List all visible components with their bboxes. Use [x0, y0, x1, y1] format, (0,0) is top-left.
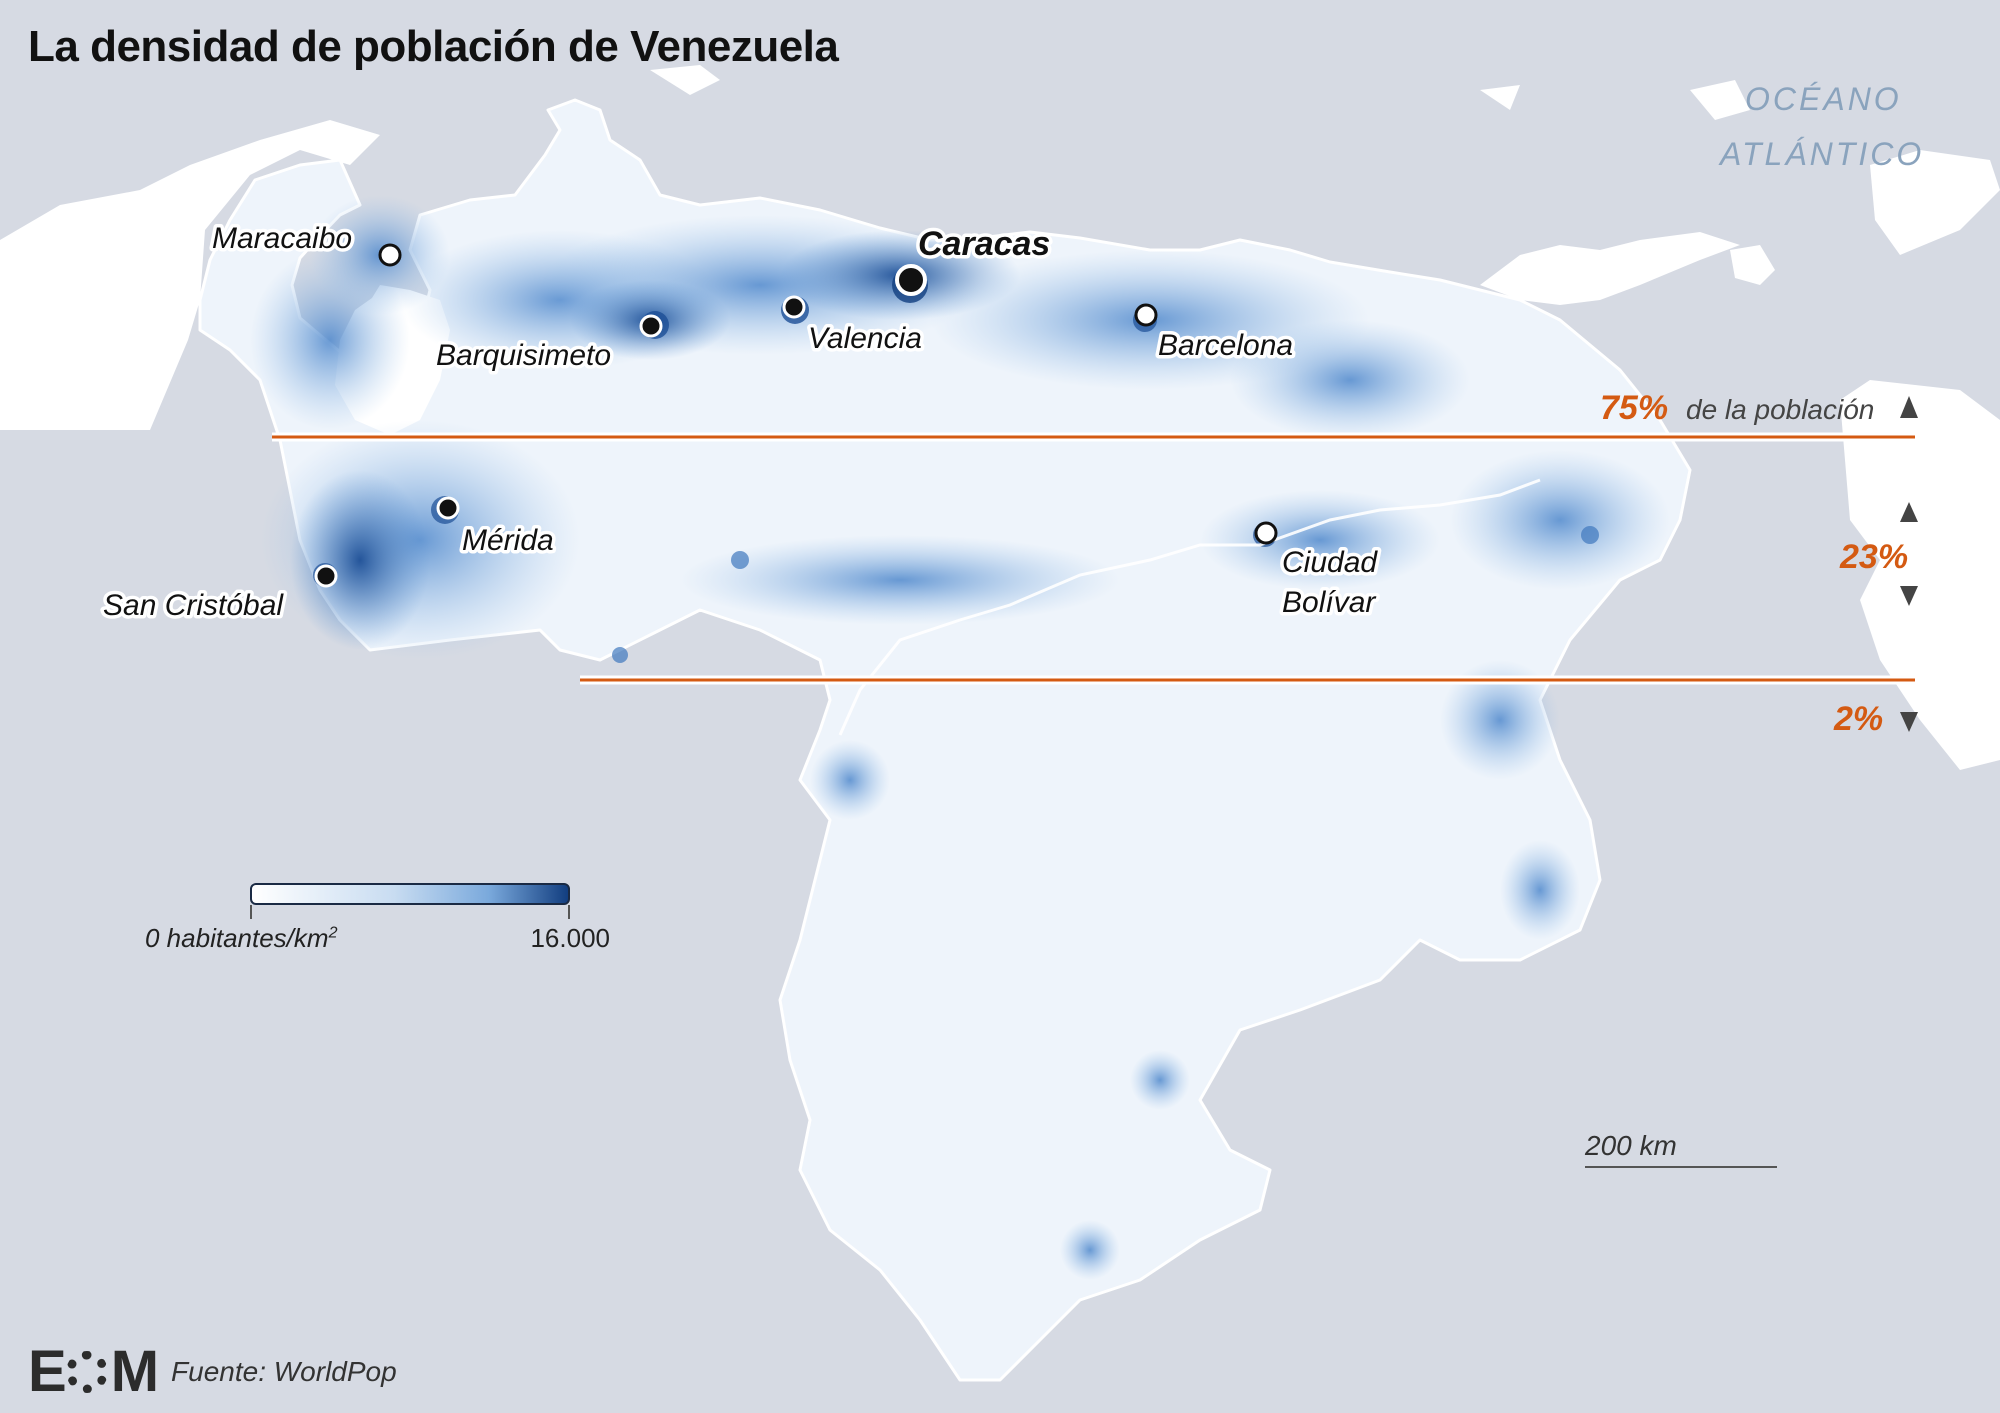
city-label-valencia: Valencia — [808, 322, 922, 355]
city-dot-barcelona — [1134, 303, 1158, 327]
city-label-caracas: Caracas — [918, 225, 1050, 263]
city-dot-maracaibo — [378, 243, 402, 267]
legend-ticks — [250, 905, 570, 921]
city-label-ciudad: Ciudad — [1282, 546, 1378, 579]
orinoco-river — [838, 478, 1541, 736]
arrow-down-icon — [1900, 712, 1918, 732]
band-north-note: de la población — [1686, 394, 1874, 425]
city-label-barquisimeto: Barquisimeto — [436, 339, 611, 372]
scale-label: 200 km — [1585, 1130, 1677, 1161]
scale-bar: 200 km — [1585, 1130, 1777, 1168]
city-label-san-cristobal: San Cristóbal — [103, 589, 284, 622]
city-markers: Caracas Maracaibo Barquisimeto Valencia … — [100, 219, 1382, 626]
city-dot-ciudad-bolivar — [1254, 521, 1278, 545]
ocean-label-line2: ATLÁNTICO — [1718, 136, 1924, 172]
city-dot-san-cristobal — [314, 564, 338, 588]
city-dot-barquisimeto — [639, 314, 663, 338]
page-title: La densidad de población de Venezuela — [28, 22, 839, 71]
city-label-merida: Mérida — [462, 524, 554, 557]
band-north-pct: 75% — [1600, 389, 1668, 427]
city-dot-merida — [436, 496, 460, 520]
population-bands: 75% de la población 23% 2% — [272, 389, 1918, 738]
density-legend: 0 habitantes/km2 16.000 — [145, 883, 610, 955]
legend-min-sup: 2 — [328, 924, 338, 942]
arrow-up-icon — [1900, 502, 1918, 522]
logo-circle-icon — [65, 1350, 108, 1393]
city-label-maracaibo: Maracaibo — [212, 222, 352, 255]
scale-line — [1585, 1166, 1777, 1168]
legend-min-label: 0 habitantes/km2 — [145, 923, 338, 953]
band-middle-pct: 23% — [1839, 538, 1908, 576]
city-label-bolivar: Bolívar — [1282, 586, 1376, 619]
neighbor-land — [0, 65, 2000, 770]
city-label-barcelona: Barcelona — [1158, 329, 1293, 362]
city-dot-valencia — [782, 295, 806, 319]
legend-max-label: 16.000 — [530, 923, 610, 953]
source-credit: Fuente: WorldPop — [171, 1355, 397, 1387]
city-dot-caracas — [895, 264, 927, 296]
arrow-down-icon — [1900, 586, 1918, 606]
legend-color-bar — [250, 883, 570, 905]
ocean-label-line1: OCÉANO — [1745, 81, 1902, 117]
arrow-up-icon — [1900, 396, 1918, 418]
band-south-pct: 2% — [1833, 700, 1883, 738]
